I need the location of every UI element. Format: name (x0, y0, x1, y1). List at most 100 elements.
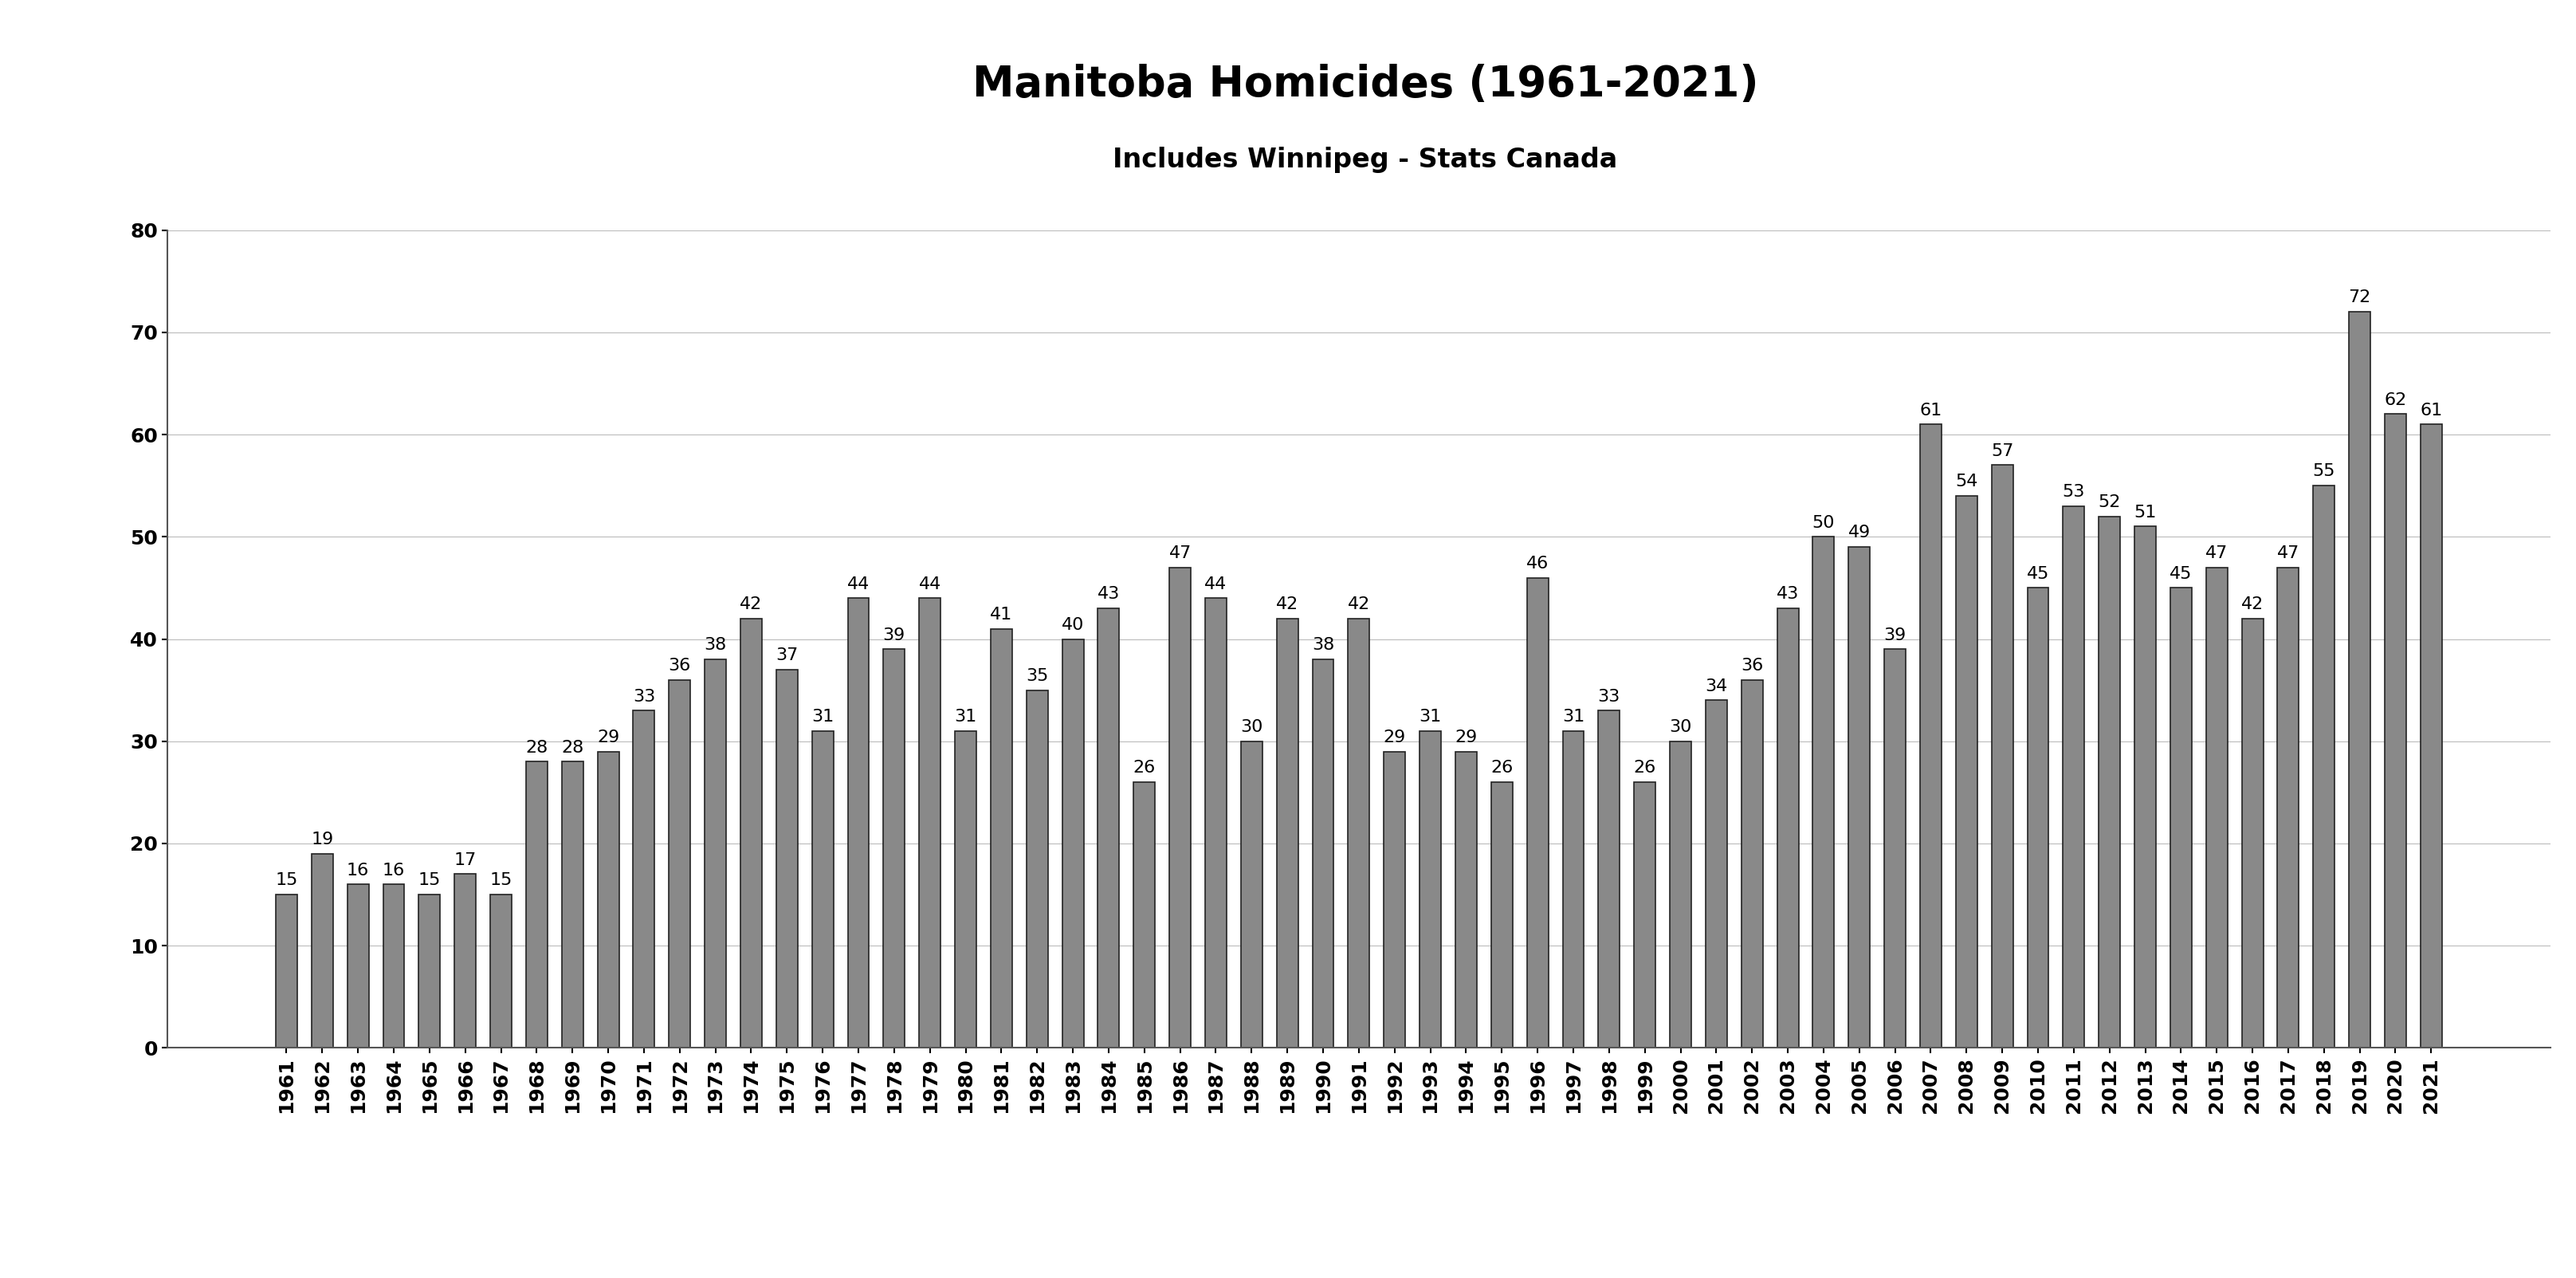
Bar (526, 762, 549, 1048)
Text: 29: 29 (1455, 730, 1476, 745)
Text: 44: 44 (1206, 576, 1226, 592)
Bar (775, 670, 799, 1048)
Text: 42: 42 (739, 597, 762, 612)
Text: 53: 53 (2063, 484, 2084, 500)
Bar (453, 874, 477, 1048)
Text: 40: 40 (1061, 617, 1084, 633)
Bar (420, 895, 440, 1048)
Bar (1311, 659, 1334, 1048)
Bar (1991, 465, 2012, 1048)
Bar (1242, 741, 1262, 1048)
Bar (2313, 486, 2334, 1048)
Text: 33: 33 (1597, 689, 1620, 704)
Bar (2241, 619, 2264, 1048)
Text: 49: 49 (1847, 525, 1870, 541)
Bar (1170, 567, 1190, 1048)
Bar (1777, 608, 1798, 1048)
Bar (670, 680, 690, 1048)
Bar (920, 598, 940, 1048)
Bar (706, 659, 726, 1048)
Bar (1383, 751, 1406, 1048)
Bar (276, 895, 296, 1048)
Text: 44: 44 (920, 576, 940, 592)
Text: 72: 72 (2349, 290, 2370, 305)
Bar (2099, 516, 2120, 1048)
Text: 19: 19 (312, 832, 332, 847)
Text: 46: 46 (1528, 556, 1548, 571)
Bar (1133, 782, 1154, 1048)
Text: 26: 26 (1492, 760, 1512, 776)
Text: 47: 47 (2277, 546, 2300, 561)
Text: 16: 16 (348, 863, 368, 878)
Bar (2027, 588, 2048, 1048)
Bar (956, 731, 976, 1048)
Text: 29: 29 (1383, 730, 1406, 745)
Text: 28: 28 (562, 740, 585, 755)
Text: 47: 47 (2205, 546, 2228, 561)
Bar (1528, 578, 1548, 1048)
Bar (634, 711, 654, 1048)
Bar (1633, 782, 1656, 1048)
Text: 34: 34 (1705, 679, 1728, 694)
Text: 31: 31 (1561, 709, 1584, 725)
Text: 33: 33 (634, 689, 654, 704)
Bar (1955, 496, 1978, 1048)
Text: 15: 15 (276, 873, 299, 888)
Text: 30: 30 (1239, 720, 1262, 735)
Text: 43: 43 (1097, 587, 1121, 602)
Text: 38: 38 (703, 638, 726, 653)
Bar (2063, 506, 2084, 1048)
Bar (1278, 619, 1298, 1048)
Text: 41: 41 (989, 607, 1012, 622)
Bar (348, 884, 368, 1048)
Bar (1455, 751, 1476, 1048)
Text: 35: 35 (1025, 668, 1048, 684)
Text: 26: 26 (1133, 760, 1157, 776)
Bar (1814, 537, 1834, 1048)
Text: 42: 42 (1347, 597, 1370, 612)
Bar (1669, 741, 1692, 1048)
Bar (489, 895, 513, 1048)
Bar (992, 629, 1012, 1048)
Bar (2136, 527, 2156, 1048)
Text: 17: 17 (453, 852, 477, 868)
Bar (1741, 680, 1762, 1048)
Bar (811, 731, 835, 1048)
Text: 36: 36 (667, 658, 690, 674)
Text: 39: 39 (884, 627, 904, 643)
Text: 42: 42 (2241, 597, 2264, 612)
Text: 15: 15 (417, 873, 440, 888)
Text: Manitoba Homicides (1961-2021): Manitoba Homicides (1961-2021) (971, 64, 1759, 105)
Bar (1705, 700, 1726, 1048)
Bar (1492, 782, 1512, 1048)
Text: 15: 15 (489, 873, 513, 888)
Bar (2349, 312, 2370, 1048)
Bar (1883, 649, 1906, 1048)
Text: 50: 50 (1811, 515, 1834, 530)
Bar (312, 854, 332, 1048)
Text: 31: 31 (953, 709, 976, 725)
Text: 44: 44 (848, 576, 871, 592)
Bar (1919, 424, 1942, 1048)
Text: 45: 45 (2027, 566, 2050, 581)
Bar (562, 762, 582, 1048)
Text: 47: 47 (1170, 546, 1190, 561)
Bar (2277, 567, 2298, 1048)
Text: 39: 39 (1883, 627, 1906, 643)
Bar (1025, 690, 1048, 1048)
Text: 51: 51 (2133, 505, 2156, 520)
Bar (1347, 619, 1370, 1048)
Bar (1206, 598, 1226, 1048)
Bar (1419, 731, 1440, 1048)
Text: 36: 36 (1741, 658, 1765, 674)
Text: 42: 42 (1275, 597, 1298, 612)
Bar (598, 751, 618, 1048)
Text: 45: 45 (2169, 566, 2192, 581)
Text: Includes Winnipeg - Stats Canada: Includes Winnipeg - Stats Canada (1113, 147, 1618, 174)
Bar (848, 598, 868, 1048)
Bar (884, 649, 904, 1048)
Bar (384, 884, 404, 1048)
Bar (1597, 711, 1620, 1048)
Text: 57: 57 (1991, 443, 2014, 459)
Bar (1564, 731, 1584, 1048)
